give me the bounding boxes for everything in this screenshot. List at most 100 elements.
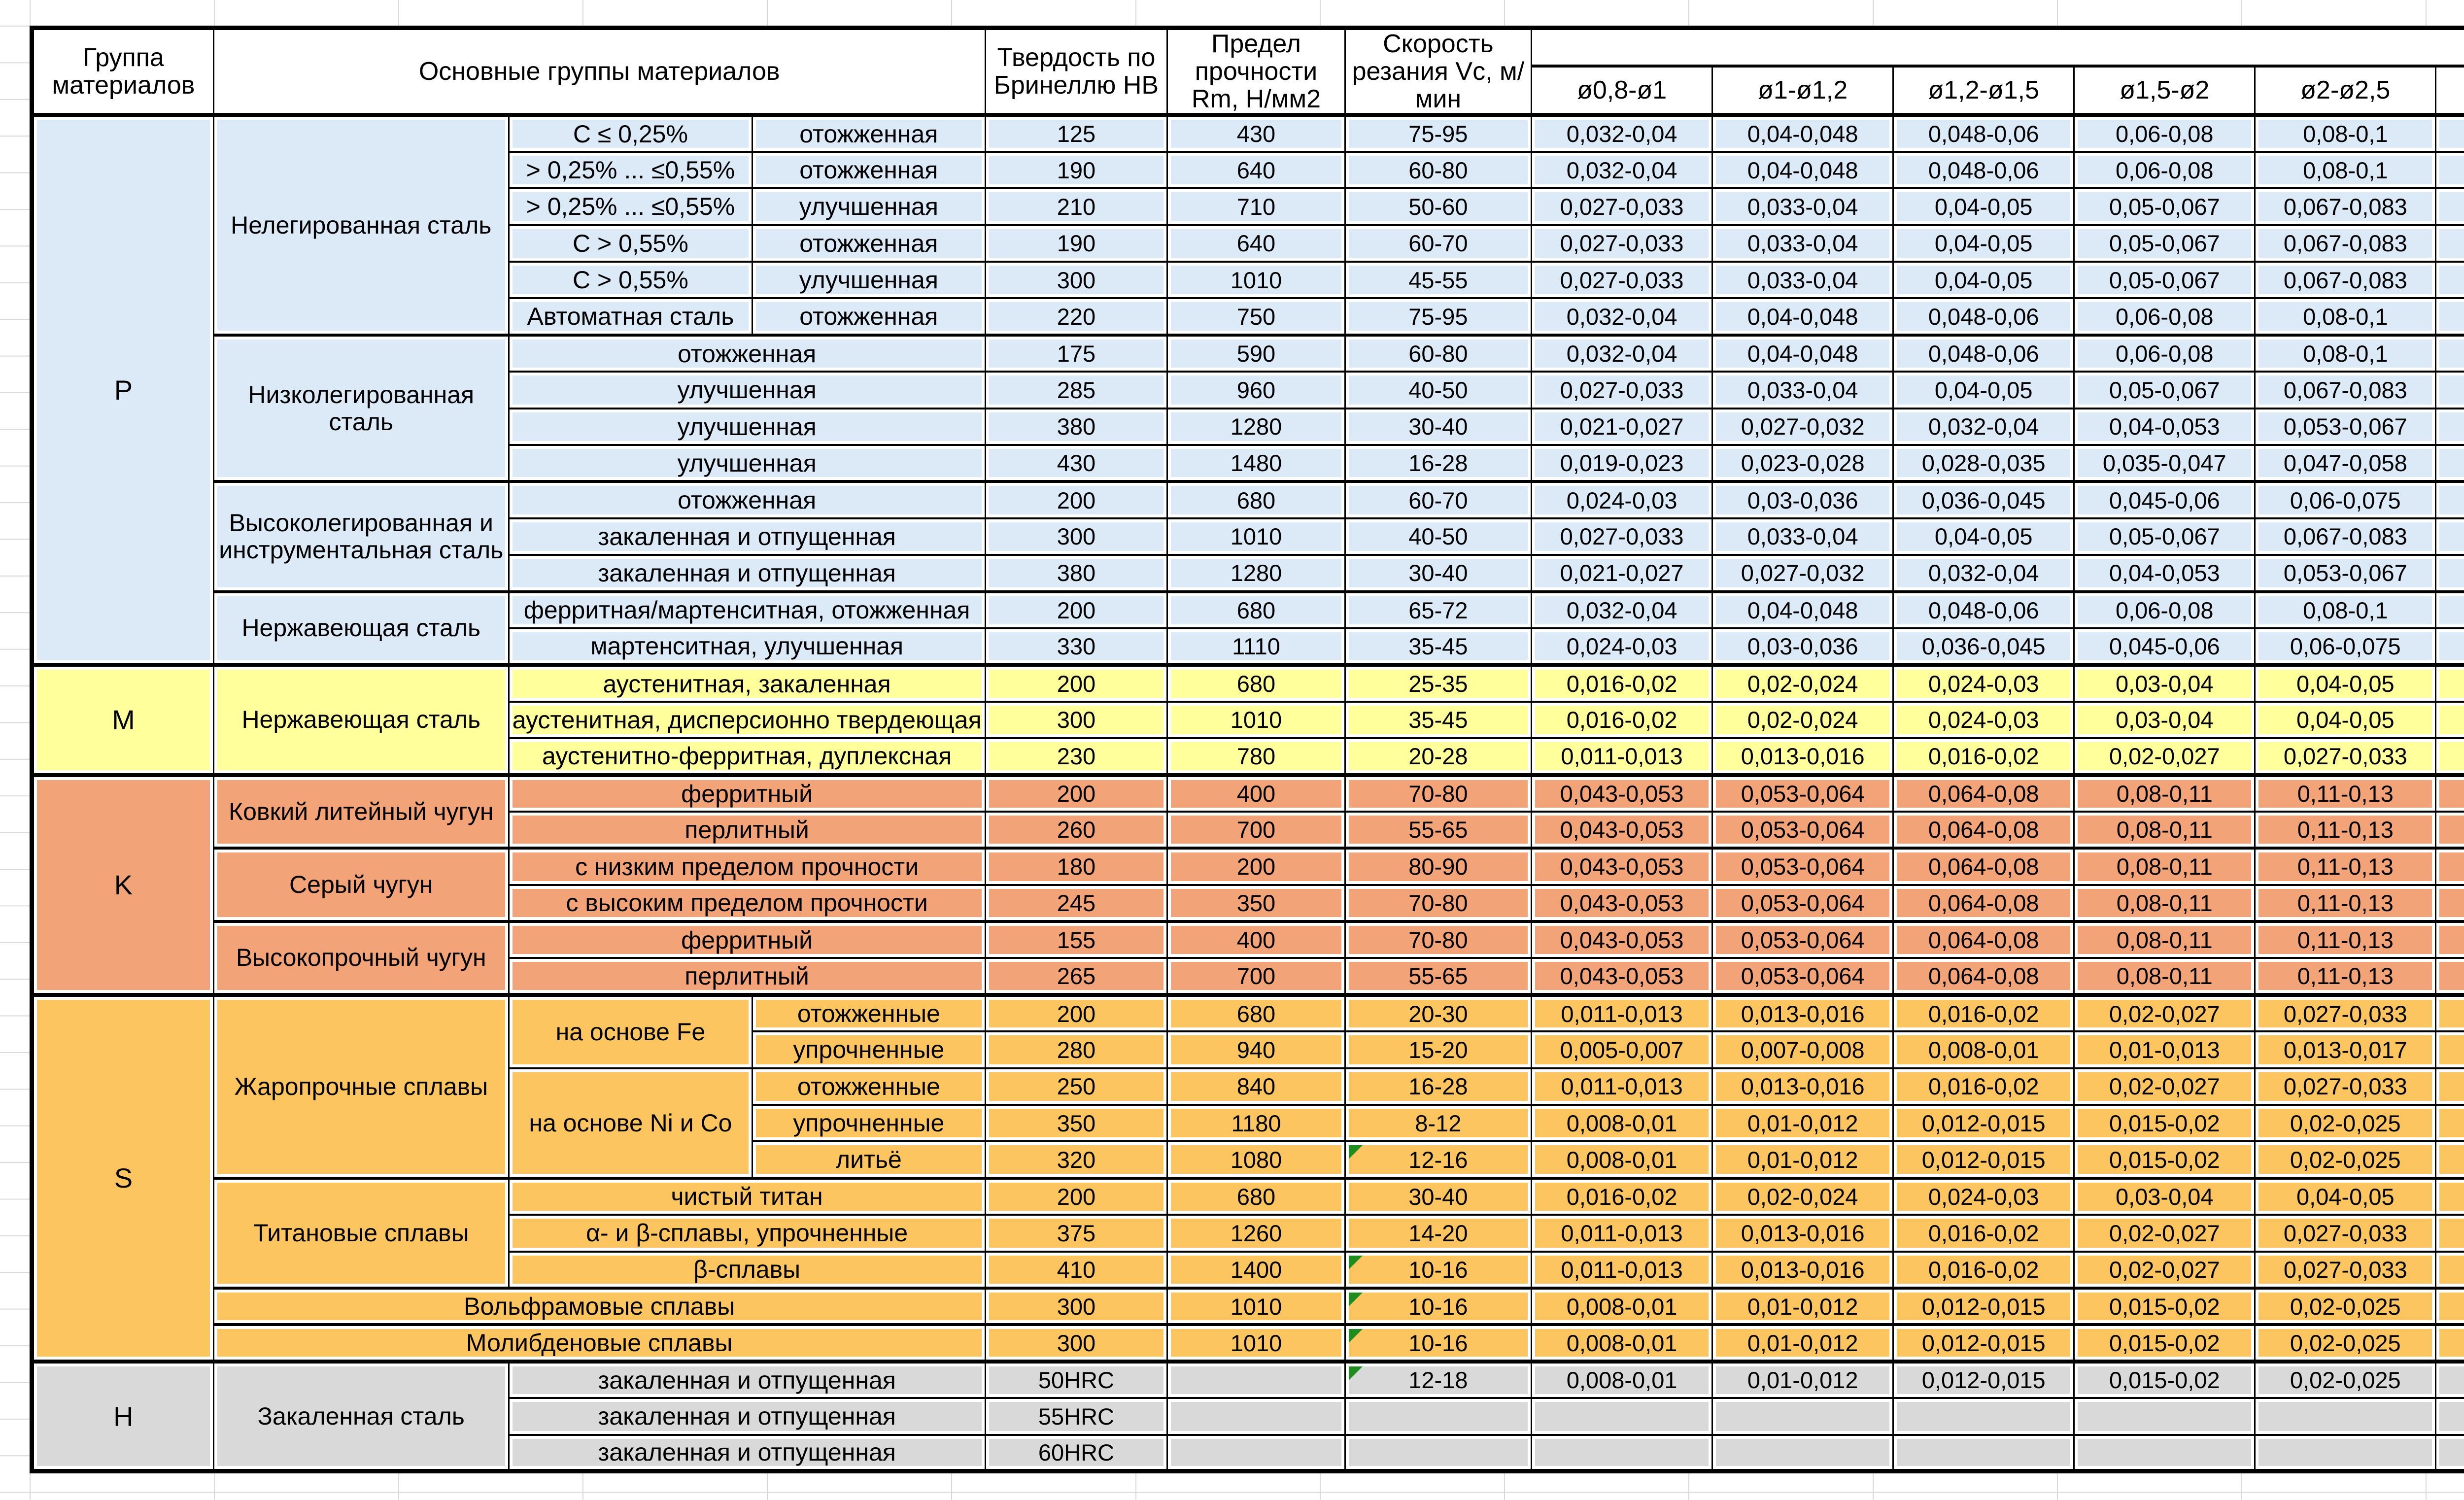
cell-hardness[interactable]: 200 (984, 590, 1168, 629)
cell-cutting-speed[interactable]: 50-60 (1344, 187, 1533, 226)
cell-feed-value[interactable]: 0,053-0,067 (2254, 554, 2437, 593)
cell-cutting-speed[interactable]: 30-40 (1344, 554, 1533, 593)
cell-group-letter[interactable]: H (31, 1359, 214, 1472)
cell-feed-value[interactable]: 0,067-0,083 (2254, 371, 2437, 409)
cell-feed-value[interactable]: 0,01-0,012 (1711, 1104, 1894, 1143)
cell-cutting-speed[interactable]: 10-16 (1344, 1250, 1533, 1289)
cell-cutting-speed[interactable]: 60-70 (1344, 224, 1533, 263)
cell-feed-value[interactable]: 0,13-0,21 (2435, 773, 2464, 813)
cell-feed-value[interactable]: 0,05-0,08 (2435, 700, 2464, 740)
cell-strength[interactable] (1166, 1397, 1346, 1436)
cell-strength[interactable]: 1280 (1166, 407, 1346, 446)
cell-feed-value[interactable]: 0,067-0,083 (2254, 517, 2437, 556)
cell-feed-value[interactable]: 0,075-0,12 (2435, 480, 2464, 519)
cell-feed-value[interactable]: 0,033-0,053 (2435, 1214, 2464, 1253)
cell-feed-value[interactable]: 0,08-0,11 (2073, 957, 2256, 996)
cell-material-detail[interactable]: C > 0,55% (508, 224, 753, 263)
cell-cutting-speed[interactable]: 30-40 (1344, 1176, 1533, 1216)
column-header-diameter[interactable]: ø1,2-ø1,5 (1892, 65, 2075, 116)
cell-material-state[interactable]: с низким пределом прочности (508, 847, 986, 886)
cell-material-state[interactable]: закаленная и отпущенная (508, 517, 986, 556)
cell-feed-value[interactable]: 0,013-0,016 (1711, 1067, 1894, 1106)
cell-feed-value[interactable]: 0,02-0,025 (2254, 1359, 2437, 1399)
cell-feed-value[interactable]: 0,08-0,1 (2254, 150, 2437, 190)
cell-feed-value[interactable]: 0,05-0,067 (2073, 371, 2256, 409)
cell-feed-value[interactable]: 0,028-0,035 (1892, 443, 2075, 483)
cell-feed-value[interactable]: 0,025-0,04 (2435, 1286, 2464, 1326)
cell-feed-value[interactable]: 0,04-0,05 (2254, 1176, 2437, 1216)
cell-feed-value[interactable]: 0,008-0,01 (1892, 1030, 2075, 1069)
column-header-feed[interactable]: Подача Fn, мм/об (1531, 27, 2464, 68)
cell-feed-value[interactable]: 0,04-0,048 (1711, 333, 1894, 373)
cell-feed-value[interactable]: 0,05-0,08 (2435, 1176, 2464, 1216)
cell-strength[interactable]: 400 (1166, 920, 1346, 959)
cell-feed-value[interactable] (2073, 1397, 2256, 1436)
cell-feed-value[interactable]: 0,013-0,016 (1711, 1214, 1894, 1253)
cell-strength[interactable]: 680 (1166, 1176, 1346, 1216)
cell-strength[interactable]: 840 (1166, 1067, 1346, 1106)
cell-hardness[interactable]: 50HRC (984, 1359, 1168, 1399)
cell-material-subgroup[interactable]: Нержавеющая сталь (212, 590, 510, 666)
cell-cutting-speed[interactable]: 12-16 (1344, 1140, 1533, 1179)
cell-group-letter[interactable]: K (31, 773, 214, 996)
cell-feed-value[interactable] (2254, 1433, 2437, 1472)
cell-feed-value[interactable]: 0,064-0,08 (1892, 810, 2075, 850)
cell-feed-value[interactable]: 0,033-0,04 (1711, 517, 1894, 556)
cell-feed-value[interactable]: 0,048-0,06 (1892, 150, 2075, 190)
cell-material-state[interactable]: перлитный (508, 810, 986, 850)
cell-feed-value[interactable]: 0,053-0,064 (1711, 884, 1894, 923)
cell-feed-value[interactable]: 0,11-0,13 (2254, 884, 2437, 923)
cell-feed-value[interactable]: 0,027-0,033 (2254, 737, 2437, 776)
column-header-diameter[interactable]: ø1-ø1,2 (1711, 65, 1894, 116)
cell-strength[interactable] (1166, 1433, 1346, 1472)
cell-cutting-speed[interactable]: 75-95 (1344, 297, 1533, 336)
cell-feed-value[interactable]: 0,016-0,02 (1531, 1176, 1713, 1216)
cell-feed-value[interactable]: 0,027-0,033 (2254, 1067, 2437, 1106)
cell-material-detail[interactable]: на основе Fe (508, 992, 753, 1069)
cell-feed-value[interactable]: 0,06-0,075 (2254, 480, 2437, 519)
cell-feed-value[interactable]: 0,047-0,058 (2254, 443, 2437, 483)
cell-feed-value[interactable]: 0,013-0,017 (2254, 1030, 2437, 1069)
cell-feed-value[interactable]: 0,08-0,1 (2254, 297, 2437, 336)
cell-feed-value[interactable]: 0,067-0,11 (2435, 554, 2464, 593)
cell-feed-value[interactable]: 0,083-0,13 (2435, 224, 2464, 263)
cell-feed-value[interactable]: 0,01-0,012 (1711, 1140, 1894, 1179)
cell-feed-value[interactable]: 0,08-0,11 (2073, 773, 2256, 813)
cell-hardness[interactable]: 125 (984, 113, 1168, 153)
column-header-hardness[interactable]: Твердость по Бринеллю HB (984, 27, 1168, 116)
cell-strength[interactable]: 590 (1166, 333, 1346, 373)
cell-feed-value[interactable]: 0,02-0,025 (2254, 1286, 2437, 1326)
cell-material-subgroup[interactable]: Закаленная сталь (212, 1359, 510, 1472)
cell-feed-value[interactable]: 0,007-0,008 (1711, 1030, 1894, 1069)
cell-feed-value[interactable]: 0,03-0,04 (2073, 700, 2256, 740)
cell-feed-value[interactable] (2073, 1433, 2256, 1472)
cell-feed-value[interactable]: 0,058-0,093 (2435, 443, 2464, 483)
cell-feed-value[interactable]: 0,043-0,053 (1531, 773, 1713, 813)
cell-cutting-speed[interactable]: 45-55 (1344, 261, 1533, 300)
cell-hardness[interactable]: 220 (984, 297, 1168, 336)
cell-feed-value[interactable]: 0,04-0,05 (1892, 371, 2075, 409)
cell-feed-value[interactable] (1711, 1397, 1894, 1436)
cell-hardness[interactable]: 245 (984, 884, 1168, 923)
cell-feed-value[interactable] (1531, 1433, 1713, 1472)
cell-material-subgroup[interactable]: Ковкий литейный чугун (212, 773, 510, 850)
cell-strength[interactable]: 350 (1166, 884, 1346, 923)
cell-feed-value[interactable]: 0,06-0,08 (2073, 297, 2256, 336)
cell-feed-value[interactable]: 0,08-0,1 (2254, 333, 2437, 373)
cell-feed-value[interactable]: 0,06-0,075 (2254, 627, 2437, 666)
cell-cutting-speed[interactable]: 70-80 (1344, 773, 1533, 813)
cell-feed-value[interactable]: 0,02-0,025 (2254, 1140, 2437, 1179)
cell-feed-value[interactable]: 0,017-0,027 (2435, 1030, 2464, 1069)
cell-material-state[interactable]: ферритный (508, 773, 986, 813)
cell-feed-value[interactable]: 0,1-0,16 (2435, 590, 2464, 629)
cell-feed-value[interactable]: 0,016-0,02 (1531, 700, 1713, 740)
cell-hardness[interactable]: 300 (984, 1323, 1168, 1363)
cell-feed-value[interactable]: 0,015-0,02 (2073, 1323, 2256, 1363)
cell-feed-value[interactable]: 0,043-0,053 (1531, 810, 1713, 850)
cell-feed-value[interactable]: 0,01-0,012 (1711, 1359, 1894, 1399)
cell-material-subgroup[interactable]: Титановые сплавы (212, 1176, 510, 1289)
cell-feed-value[interactable]: 0,06-0,08 (2073, 113, 2256, 153)
cell-feed-value[interactable]: 0,048-0,06 (1892, 590, 2075, 629)
cell-feed-value[interactable]: 0,011-0,013 (1531, 992, 1713, 1033)
cell-strength[interactable]: 1110 (1166, 627, 1346, 666)
